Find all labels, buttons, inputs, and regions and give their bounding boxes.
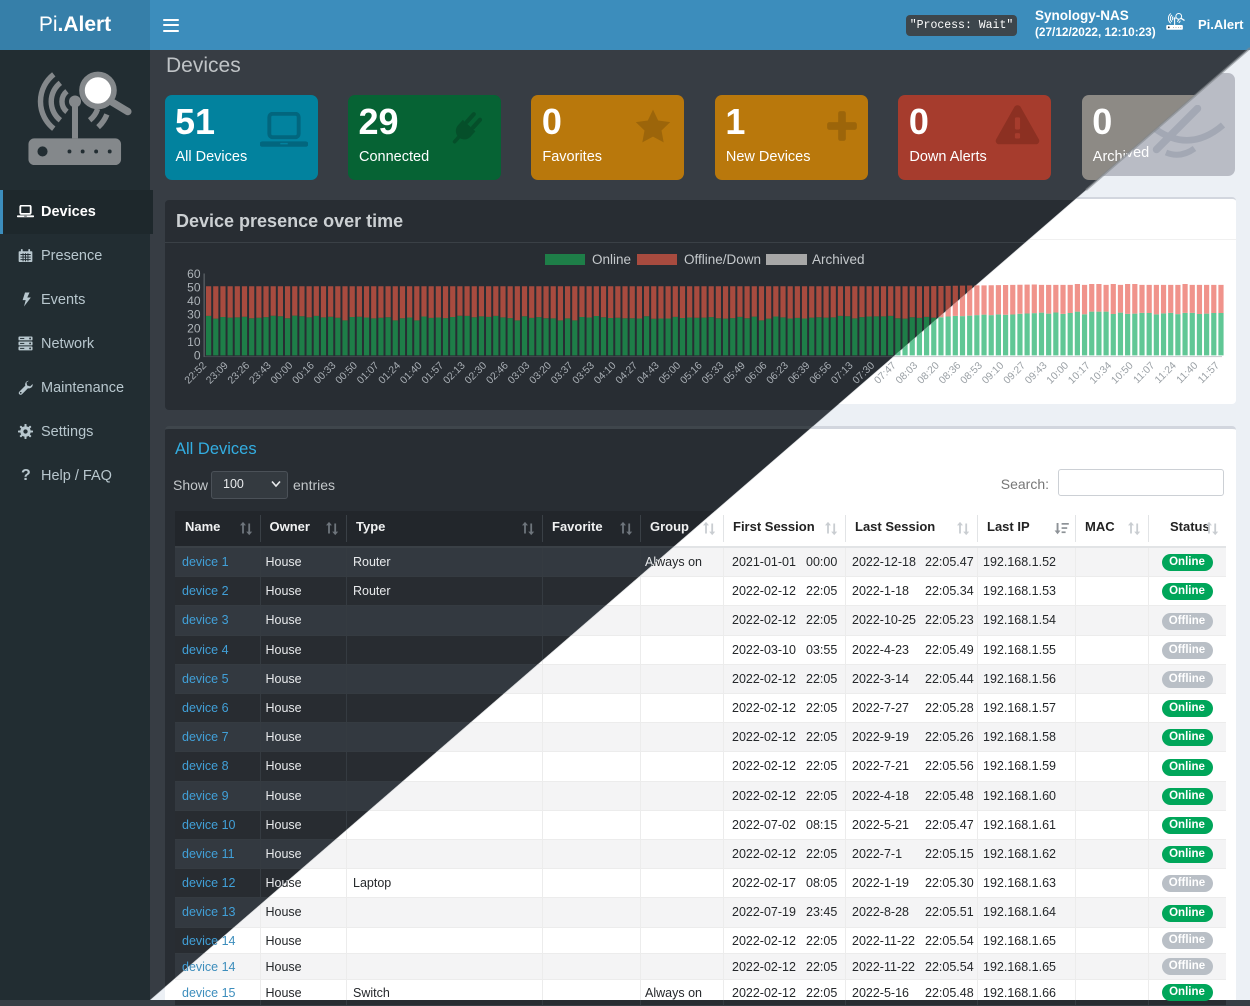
svg-text:06:23: 06:23: [765, 360, 791, 386]
svg-text:01:24: 01:24: [377, 360, 403, 386]
svg-text:11:07: 11:07: [1132, 360, 1158, 386]
svg-text:00:16: 00:16: [291, 360, 317, 386]
svg-text:02:30: 02:30: [463, 360, 489, 386]
svg-text:60: 60: [187, 267, 201, 281]
svg-text:00:00: 00:00: [269, 360, 295, 386]
svg-text:03:20: 03:20: [528, 360, 554, 386]
svg-text:10:50: 10:50: [1110, 360, 1136, 386]
svg-text:23:26: 23:26: [226, 360, 252, 386]
svg-text:05:16: 05:16: [679, 360, 705, 386]
svg-text:06:39: 06:39: [786, 360, 812, 386]
svg-text:00:50: 00:50: [334, 360, 360, 386]
svg-text:09:10: 09:10: [980, 360, 1006, 386]
svg-text:05:00: 05:00: [657, 360, 683, 386]
svg-text:08:03: 08:03: [894, 360, 920, 386]
svg-text:22:52: 22:52: [183, 360, 209, 386]
svg-text:01:40: 01:40: [398, 360, 424, 386]
svg-text:40: 40: [187, 294, 201, 308]
svg-text:10:00: 10:00: [1045, 360, 1071, 386]
svg-text:01:07: 01:07: [355, 360, 381, 386]
svg-text:03:03: 03:03: [506, 360, 532, 386]
svg-text:10:17: 10:17: [1066, 360, 1092, 386]
svg-text:50: 50: [187, 281, 201, 295]
svg-text:11:24: 11:24: [1153, 360, 1179, 386]
svg-text:0: 0: [194, 348, 201, 362]
svg-text:11:57: 11:57: [1196, 360, 1222, 386]
svg-text:03:53: 03:53: [571, 360, 597, 386]
svg-text:06:56: 06:56: [808, 360, 834, 386]
svg-text:08:36: 08:36: [937, 360, 963, 386]
svg-text:02:13: 02:13: [442, 360, 468, 386]
svg-text:08:53: 08:53: [959, 360, 985, 386]
svg-text:04:43: 04:43: [635, 360, 661, 386]
svg-text:01:57: 01:57: [420, 360, 446, 386]
svg-text:30: 30: [187, 308, 201, 322]
svg-text:00:33: 00:33: [312, 360, 338, 386]
svg-text:02:46: 02:46: [485, 360, 511, 386]
svg-text:03:37: 03:37: [549, 360, 575, 386]
svg-text:08:20: 08:20: [916, 360, 942, 386]
svg-text:04:27: 04:27: [614, 360, 640, 386]
svg-text:07:13: 07:13: [829, 360, 855, 386]
svg-text:10:34: 10:34: [1088, 360, 1114, 386]
svg-text:20: 20: [187, 321, 201, 335]
svg-text:23:09: 23:09: [204, 360, 230, 386]
svg-text:23:43: 23:43: [248, 360, 274, 386]
svg-text:09:27: 09:27: [1002, 360, 1028, 386]
svg-text:04:10: 04:10: [592, 360, 618, 386]
svg-text:10: 10: [187, 335, 201, 349]
svg-text:05:33: 05:33: [700, 360, 726, 386]
svg-text:06:06: 06:06: [743, 360, 769, 386]
svg-text:05:49: 05:49: [722, 360, 748, 386]
svg-text:09:43: 09:43: [1023, 360, 1049, 386]
svg-text:11:40: 11:40: [1175, 360, 1201, 386]
